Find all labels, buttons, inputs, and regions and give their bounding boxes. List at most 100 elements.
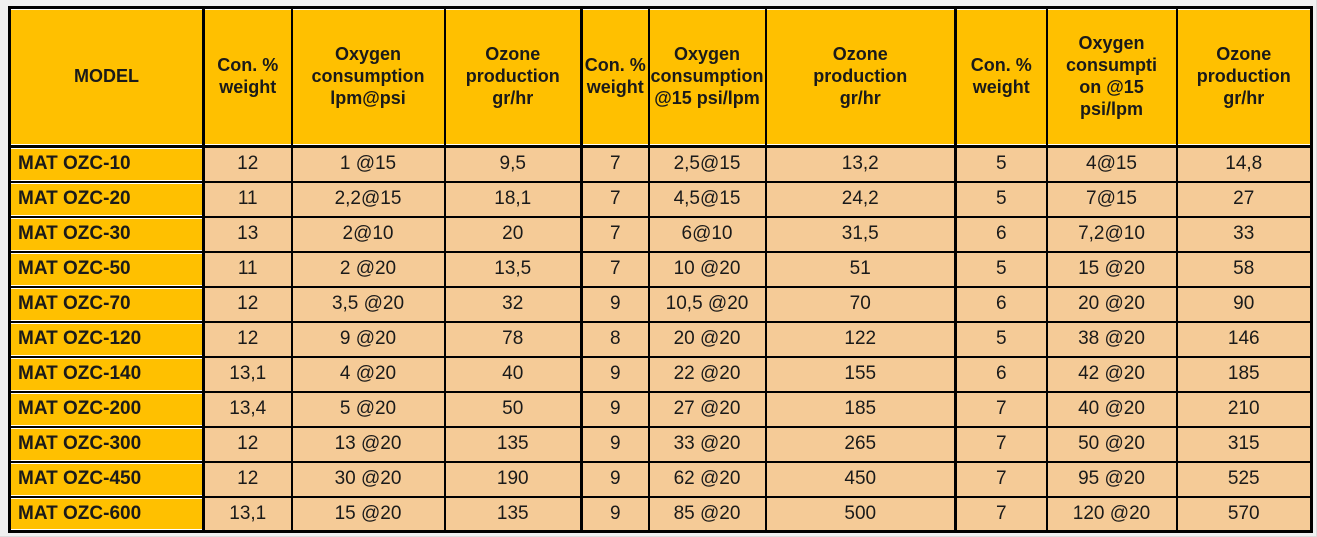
data-cell: 6@10: [647, 215, 767, 253]
data-cell: 9: [580, 460, 650, 498]
data-cell: 40 @20: [1045, 390, 1178, 428]
data-cell: 6: [954, 215, 1048, 253]
data-cell: 9: [580, 390, 650, 428]
data-cell: 5: [954, 320, 1048, 358]
data-cell: 27 @20: [647, 390, 767, 428]
model-cell: MAT OZC-200: [8, 390, 205, 428]
data-cell: 450: [764, 460, 957, 498]
data-cell: 2,5@15: [647, 145, 767, 183]
data-cell: 32: [443, 285, 583, 323]
data-cell: 570: [1175, 495, 1313, 533]
data-cell: 40: [443, 355, 583, 393]
column-header-6: Oxygen consumption @15 psi/lpm: [647, 6, 767, 148]
data-cell: 4,5@15: [647, 180, 767, 218]
data-cell: 185: [1175, 355, 1313, 393]
data-cell: 2 @20: [290, 250, 446, 288]
model-cell: MAT OZC-450: [8, 460, 205, 498]
data-cell: 210: [1175, 390, 1313, 428]
data-cell: 15 @20: [290, 495, 446, 533]
data-cell: 20 @20: [1045, 285, 1178, 323]
data-cell: 78: [443, 320, 583, 358]
data-cell: 22 @20: [647, 355, 767, 393]
column-header-10: Ozone production gr/hr: [1175, 6, 1313, 148]
data-cell: 11: [202, 180, 293, 218]
data-cell: 9,5: [443, 145, 583, 183]
table-row: MAT OZC-600 13,1 15 @20 135 9 85 @20 500 7 120 @…: [8, 495, 1313, 533]
data-cell: 185: [764, 390, 957, 428]
table-row: MAT OZC-120 12 9 @20 78 8 20 @20 122 5 38 @20 146: [8, 320, 1313, 358]
data-cell: 146: [1175, 320, 1313, 358]
model-cell: MAT OZC-50: [8, 250, 205, 288]
data-cell: 7@15: [1045, 180, 1178, 218]
data-cell: 315: [1175, 425, 1313, 463]
table-row: MAT OZC-10 12 1 @15 9,5 7 2,5@15 13,2 5 4@15 14,8: [8, 145, 1313, 183]
data-cell: 8: [580, 320, 650, 358]
data-cell: 12: [202, 460, 293, 498]
data-cell: 51: [764, 250, 957, 288]
data-cell: 190: [443, 460, 583, 498]
data-cell: 13,4: [202, 390, 293, 428]
data-cell: 122: [764, 320, 957, 358]
column-header-9: Oxygen consumpti on @15 psi/lpm: [1045, 6, 1178, 148]
column-header-4: Ozone production gr/hr: [443, 6, 583, 148]
data-cell: 12: [202, 285, 293, 323]
model-cell: MAT OZC-20: [8, 180, 205, 218]
model-cell: MAT OZC-70: [8, 285, 205, 323]
data-cell: 5 @20: [290, 390, 446, 428]
column-header-5: Con. % weight: [580, 6, 650, 148]
data-cell: 33: [1175, 215, 1313, 253]
data-cell: 1 @15: [290, 145, 446, 183]
data-cell: 15 @20: [1045, 250, 1178, 288]
data-cell: 85 @20: [647, 495, 767, 533]
data-cell: 7: [954, 460, 1048, 498]
data-cell: 2@10: [290, 215, 446, 253]
model-cell: MAT OZC-10: [8, 145, 205, 183]
data-cell: 7: [954, 425, 1048, 463]
data-cell: 62 @20: [647, 460, 767, 498]
table-row: MAT OZC-450 12 30 @20 190 9 62 @20 450 7 95 @20 5…: [8, 460, 1313, 498]
data-cell: 155: [764, 355, 957, 393]
data-cell: 9: [580, 285, 650, 323]
data-cell: 7: [580, 215, 650, 253]
column-header-7: Ozone production gr/hr: [764, 6, 957, 148]
data-cell: 9: [580, 355, 650, 393]
data-cell: 30 @20: [290, 460, 446, 498]
data-cell: 13,5: [443, 250, 583, 288]
spec-sheet: MODEL Con. % weight Oxygen consumption lpm…: [8, 6, 1313, 533]
data-cell: 42 @20: [1045, 355, 1178, 393]
data-cell: 6: [954, 285, 1048, 323]
data-cell: 9: [580, 425, 650, 463]
data-cell: 9: [580, 495, 650, 533]
model-cell: MAT OZC-120: [8, 320, 205, 358]
data-cell: 135: [443, 425, 583, 463]
data-cell: 3,5 @20: [290, 285, 446, 323]
data-cell: 135: [443, 495, 583, 533]
column-header-1: MODEL: [8, 6, 205, 148]
data-cell: 24,2: [764, 180, 957, 218]
data-cell: 10,5 @20: [647, 285, 767, 323]
model-cell: MAT OZC-600: [8, 495, 205, 533]
data-cell: 14,8: [1175, 145, 1313, 183]
data-cell: 27: [1175, 180, 1313, 218]
data-cell: 33 @20: [647, 425, 767, 463]
data-cell: 7,2@10: [1045, 215, 1178, 253]
data-cell: 5: [954, 145, 1048, 183]
data-cell: 10 @20: [647, 250, 767, 288]
data-cell: 70: [764, 285, 957, 323]
data-cell: 7: [580, 180, 650, 218]
data-cell: 7: [954, 495, 1048, 533]
column-header-3: Oxygen consumption lpm@psi: [290, 6, 446, 148]
data-cell: 7: [580, 145, 650, 183]
data-cell: 120 @20: [1045, 495, 1178, 533]
data-cell: 4 @20: [290, 355, 446, 393]
data-cell: 7: [954, 390, 1048, 428]
data-cell: 500: [764, 495, 957, 533]
table-row: MAT OZC-140 13,1 4 @20 40 9 22 @20 155 6 42 @20 1…: [8, 355, 1313, 393]
data-cell: 11: [202, 250, 293, 288]
data-cell: 5: [954, 180, 1048, 218]
data-cell: 50 @20: [1045, 425, 1178, 463]
data-cell: 13,2: [764, 145, 957, 183]
data-cell: 13 @20: [290, 425, 446, 463]
data-cell: 13: [202, 215, 293, 253]
